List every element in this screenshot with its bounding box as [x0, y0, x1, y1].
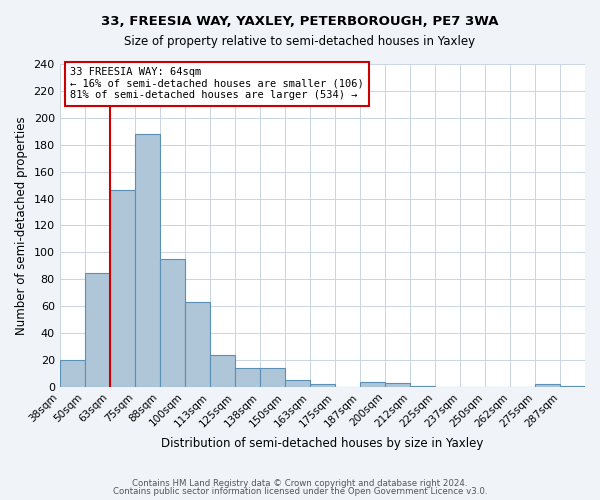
- Text: 33, FREESIA WAY, YAXLEY, PETERBOROUGH, PE7 3WA: 33, FREESIA WAY, YAXLEY, PETERBOROUGH, P…: [101, 15, 499, 28]
- Y-axis label: Number of semi-detached properties: Number of semi-detached properties: [15, 116, 28, 335]
- Bar: [360, 382, 385, 387]
- Text: Size of property relative to semi-detached houses in Yaxley: Size of property relative to semi-detach…: [124, 35, 476, 48]
- Bar: [160, 259, 185, 387]
- Bar: [135, 134, 160, 387]
- Bar: [210, 354, 235, 387]
- Text: Contains public sector information licensed under the Open Government Licence v3: Contains public sector information licen…: [113, 487, 487, 496]
- Bar: [310, 384, 335, 387]
- Bar: [535, 384, 560, 387]
- Bar: [59, 360, 85, 387]
- Text: Contains HM Land Registry data © Crown copyright and database right 2024.: Contains HM Land Registry data © Crown c…: [132, 478, 468, 488]
- Bar: [260, 368, 285, 387]
- Bar: [285, 380, 310, 387]
- Bar: [385, 383, 410, 387]
- Bar: [85, 272, 110, 387]
- Bar: [560, 386, 585, 387]
- Bar: [410, 386, 435, 387]
- Bar: [110, 190, 135, 387]
- Bar: [235, 368, 260, 387]
- X-axis label: Distribution of semi-detached houses by size in Yaxley: Distribution of semi-detached houses by …: [161, 437, 484, 450]
- Text: 33 FREESIA WAY: 64sqm
← 16% of semi-detached houses are smaller (106)
81% of sem: 33 FREESIA WAY: 64sqm ← 16% of semi-deta…: [70, 67, 364, 100]
- Bar: [185, 302, 210, 387]
